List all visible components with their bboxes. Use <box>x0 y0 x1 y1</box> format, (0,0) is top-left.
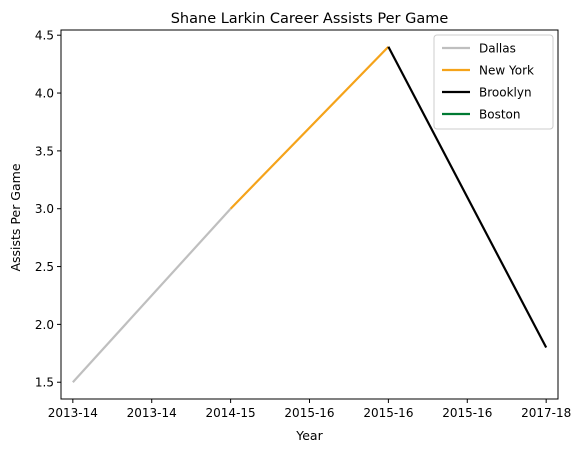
x-tick-label: 2013-14 <box>127 406 177 420</box>
x-tick-label: 2017-18 <box>521 406 571 420</box>
x-axis-ticks: 2013-14 2013-14 2014-15 2015-16 2015-16 2015-… <box>48 399 571 420</box>
y-tick-label: 4.5 <box>35 29 54 43</box>
legend-label-boston: Boston <box>479 108 520 122</box>
y-axis-label: Assists Per Game <box>8 163 23 271</box>
legend-label-brooklyn: Brooklyn <box>479 86 532 100</box>
series-lines <box>72 46 548 383</box>
x-axis-label: Year <box>295 428 323 443</box>
y-tick-label: 3.5 <box>35 144 54 158</box>
legend-box <box>433 34 554 130</box>
legend: Dallas New York Brooklyn Boston <box>433 34 554 130</box>
y-tick-label: 4.0 <box>35 87 54 101</box>
legend-label-dallas: Dallas <box>479 42 516 56</box>
plot-frame <box>60 29 559 400</box>
y-axis-ticks: 1.5 2.0 2.5 3.0 3.5 4.0 4.5 <box>35 29 61 390</box>
chart-title: Shane Larkin Career Assists Per Game <box>171 11 449 27</box>
y-tick-label: 2.0 <box>35 318 54 332</box>
x-tick-label: 2015-16 <box>284 406 334 420</box>
x-tick-label: 2015-16 <box>442 406 492 420</box>
y-tick-label: 3.0 <box>35 202 54 216</box>
x-tick-label: 2013-14 <box>48 406 98 420</box>
y-tick-label: 1.5 <box>35 376 54 390</box>
y-tick-label: 2.5 <box>35 260 54 274</box>
x-tick-label: 2014-15 <box>206 406 256 420</box>
series-line-brooklyn <box>387 46 548 349</box>
series-line-dallas <box>72 207 232 383</box>
x-tick-label: 2015-16 <box>363 406 413 420</box>
legend-label-new-york: New York <box>479 64 534 78</box>
series-line-new-york <box>229 46 390 210</box>
